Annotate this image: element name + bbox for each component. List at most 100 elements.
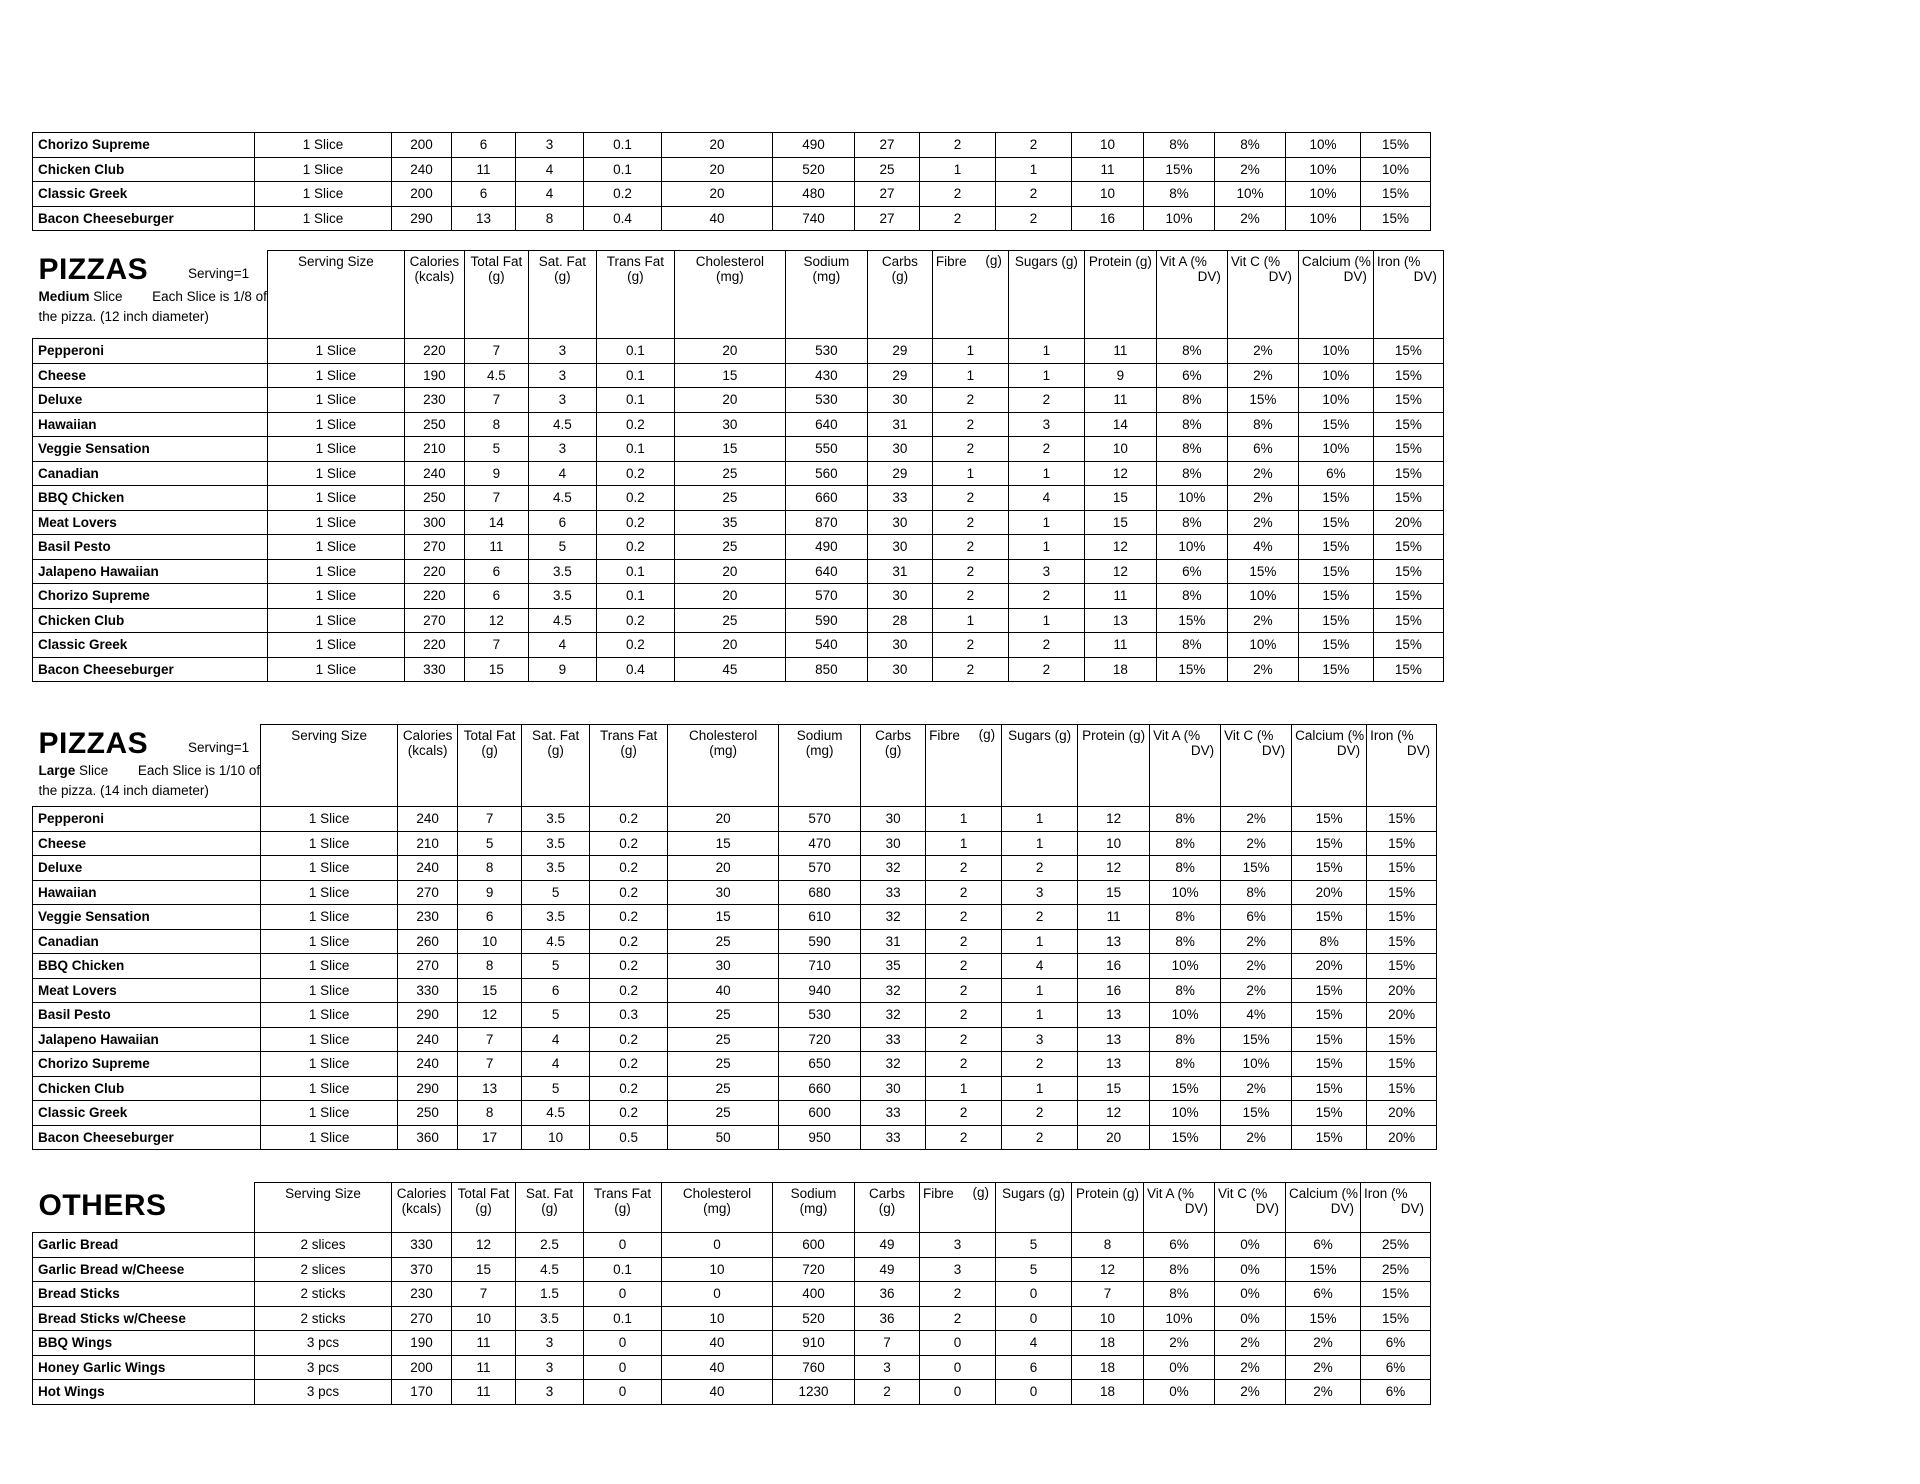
cell-serving-size: 1 Slice [266, 485, 405, 511]
table-row: Bread Sticks 2 sticks 230 7 1.5 0 0 400 36 2 0 7 8% 0… [32, 1281, 1431, 1307]
cell-fibre: 2 [925, 953, 1003, 979]
table-row: Bacon Cheeseburger 1 Slice 360 17 10 0.5 50 950… [31, 1124, 1438, 1150]
cell-fibre: 2 [931, 583, 1009, 609]
cell-vit-a: 10% [1149, 879, 1222, 905]
cell-serving-size: 1 Slice [260, 1075, 399, 1101]
cell-vit-c: 0% [1214, 1232, 1286, 1258]
column-header-sugars: Sugars (g) [995, 1182, 1072, 1233]
cell-total-fat: 5 [457, 830, 523, 856]
table-row: Veggie Sensation 1 Slice 230 6 3.5 0.2 15 610 32… [31, 904, 1438, 930]
column-header-vit-a: Vit A (% DV) [1149, 724, 1222, 807]
cell-calcium: 15% [1291, 1100, 1368, 1126]
cell-sugars: 1 [1007, 607, 1085, 633]
cell-sodium: 610 [778, 904, 862, 930]
cell-total-fat: 11 [463, 534, 529, 560]
table-row: Meat Lovers 1 Slice 330 15 6 0.2 40 940 32 2 1 16 8%… [31, 977, 1438, 1003]
cell-sugars: 1 [1001, 830, 1079, 856]
column-header-vit-c: Vit C (% DV) [1214, 1182, 1286, 1233]
cell-protein: 10 [1071, 181, 1144, 207]
cell-calcium: 2% [1285, 1330, 1361, 1356]
cell-calcium: 15% [1297, 607, 1374, 633]
cell-protein: 16 [1077, 953, 1151, 979]
cell-sodium: 590 [778, 928, 862, 954]
cell-sat-fat: 4.5 [527, 485, 597, 511]
cell-vit-a: 6% [1155, 558, 1228, 584]
cell-sugars: 1 [1007, 362, 1085, 388]
size-word-rest: Slice [79, 763, 109, 779]
cell-protein: 8 [1071, 1232, 1144, 1258]
column-header-sodium: Sodium (mg) [778, 724, 862, 807]
cell-iron: 15% [1366, 953, 1438, 979]
cell-vit-a: 6% [1143, 1232, 1215, 1258]
cell-sugars: 1 [1007, 460, 1085, 486]
cell-serving-size: 1 Slice [260, 1051, 399, 1077]
cell-protein: 12 [1077, 1100, 1151, 1126]
cell-sat-fat: 5 [521, 1002, 591, 1028]
item-name: Deluxe [32, 387, 268, 413]
cell-iron: 15% [1372, 485, 1444, 511]
column-header-total-fat: Total Fat (g) [451, 1182, 516, 1233]
cell-calcium: 10% [1297, 436, 1374, 462]
cell-carbs: 49 [854, 1232, 920, 1258]
cell-total-fat: 8 [457, 953, 523, 979]
cell-vit-c: 10% [1226, 632, 1299, 658]
table-row: Chorizo Supreme 1 Slice 200 6 3 0.1 20 490 27 2 2 1… [32, 132, 1431, 158]
cell-serving-size: 1 Slice [260, 1100, 399, 1126]
cell-cholesterol: 20 [667, 806, 780, 832]
cell-cholesterol: 15 [673, 436, 786, 462]
pizzas-continuation-table: Chorizo Supreme 1 Slice 200 6 3 0.1 20 490 27 2 2 1… [32, 132, 1431, 231]
cell-serving-size: 1 Slice [260, 855, 399, 881]
cell-total-fat: 8 [463, 411, 529, 437]
cell-vit-c: 15% [1226, 558, 1299, 584]
cell-iron: 15% [1360, 205, 1431, 231]
cell-cholesterol: 20 [661, 132, 773, 158]
cell-iron: 10% [1360, 156, 1431, 182]
cell-cholesterol: 50 [667, 1124, 780, 1150]
cell-protein: 7 [1071, 1281, 1144, 1307]
cell-cholesterol: 30 [673, 411, 786, 437]
table-row: Honey Garlic Wings 3 pcs 200 11 3 0 40 760 3 0 6 18… [32, 1354, 1431, 1380]
cell-fibre: 2 [925, 977, 1003, 1003]
cell-cholesterol: 15 [667, 830, 780, 856]
cell-sat-fat: 3 [527, 387, 597, 413]
cell-vit-c: 0% [1214, 1281, 1286, 1307]
cell-protein: 20 [1077, 1124, 1151, 1150]
diameter-note: the pizza. (14 inch diameter) [38, 783, 209, 799]
cell-calories: 220 [403, 558, 465, 584]
cell-calories: 300 [403, 509, 465, 535]
cell-vit-a: 8% [1155, 338, 1228, 364]
cell-fibre: 1 [931, 362, 1009, 388]
cell-sat-fat: 3 [515, 132, 584, 158]
cell-sugars: 0 [995, 1305, 1072, 1331]
cell-iron: 15% [1360, 132, 1431, 158]
cell-total-fat: 4.5 [463, 362, 529, 388]
cell-iron: 20% [1372, 509, 1444, 535]
cell-protein: 18 [1083, 656, 1157, 682]
cell-iron: 6% [1360, 1379, 1431, 1405]
column-header-trans-fat: Trans Fat (g) [589, 724, 669, 807]
cell-iron: 15% [1366, 806, 1438, 832]
cell-cholesterol: 20 [661, 156, 773, 182]
cell-serving-size: 1 Slice [266, 387, 405, 413]
cell-sodium: 660 [784, 485, 868, 511]
cell-serving-size: 1 Slice [266, 362, 405, 388]
column-header-vit-a: Vit A (% DV) [1155, 250, 1228, 339]
section-subtitle: Large Slice Each Slice is 1/10 of the pi… [39, 760, 261, 802]
column-header-sat-fat: Sat. Fat (g) [515, 1182, 584, 1233]
cell-iron: 6% [1360, 1330, 1431, 1356]
cell-total-fat: 13 [451, 205, 516, 231]
cell-total-fat: 6 [463, 583, 529, 609]
item-name: Honey Garlic Wings [32, 1354, 255, 1380]
item-name: Cheese [32, 362, 268, 388]
cell-cholesterol: 20 [673, 632, 786, 658]
cell-trans-fat: 0.2 [595, 460, 675, 486]
cell-trans-fat: 0.1 [595, 583, 675, 609]
cell-sugars: 2 [1007, 387, 1085, 413]
cell-iron: 20% [1366, 1100, 1438, 1126]
cell-total-fat: 8 [457, 1100, 523, 1126]
cell-calories: 290 [391, 205, 452, 231]
column-header-calcium: Calcium (% DV) [1291, 724, 1368, 807]
column-header-cholesterol: Cholesterol (mg) [661, 1182, 773, 1233]
table-body: Garlic Bread 2 slices 330 12 2.5 0 0 600 49 3 5 8 6%… [32, 1232, 1431, 1405]
cell-cholesterol: 20 [661, 181, 773, 207]
